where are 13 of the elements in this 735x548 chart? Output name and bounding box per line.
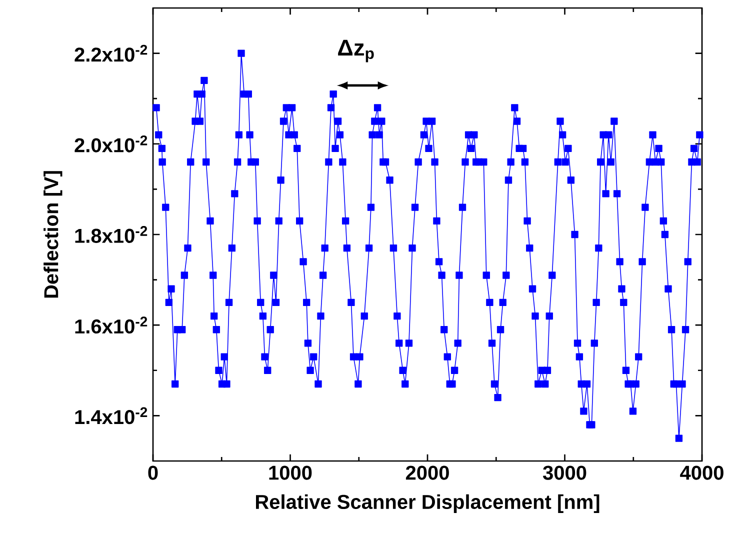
x-tick-label: 3000 <box>542 466 586 480</box>
y-tick-label: 2.0x10$^{-2}$ <box>74 135 148 152</box>
x-axis-title: Relative Scanner Displacement [nm] <box>256 494 600 513</box>
y-tick-label: 1.4x10$^{-2}$ <box>75 407 148 424</box>
y-tick-label: 1.6x10$^{-2}$ <box>75 316 148 334</box>
x-tick-label: 2000 <box>406 466 449 480</box>
annotation: Δz$_{p}$ <box>338 40 374 62</box>
y-axis-title: Deflection [V] <box>44 171 62 298</box>
x-tick-label: 1000 <box>269 466 312 480</box>
x-tick-label: 4000 <box>680 466 724 480</box>
x-tick-label: 0 <box>148 466 158 480</box>
y-tick-label: 1.8x10$^{-2}$ <box>75 226 148 243</box>
y-tick-label: 2.2x10$^{-2}$ <box>74 44 148 62</box>
